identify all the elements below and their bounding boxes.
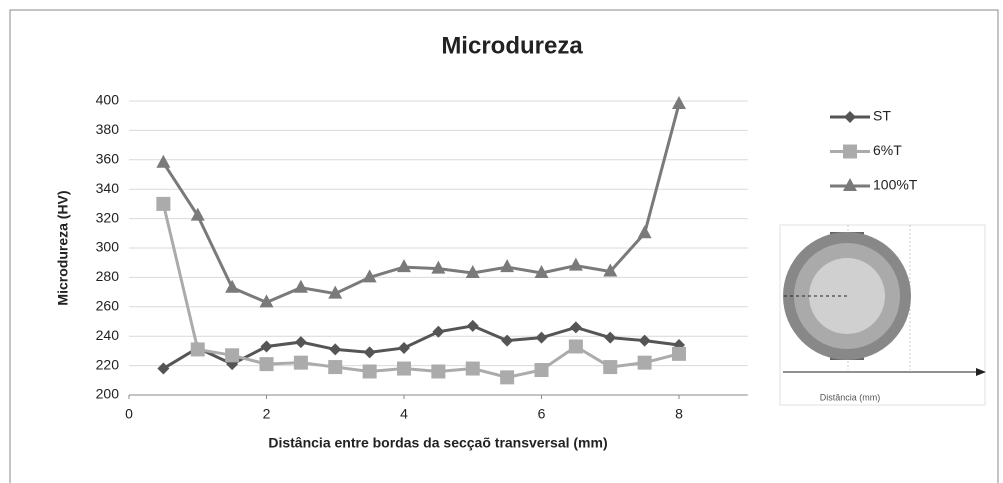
legend-label: 6%T [873,142,902,158]
marker [329,343,342,356]
series-line [162,324,680,370]
marker [500,370,515,385]
marker [363,346,376,359]
y-tick-label: 240 [96,327,120,343]
marker [328,360,343,375]
inset-label: Distância (mm) [820,392,881,402]
marker [501,334,514,347]
marker [672,95,686,109]
marker [466,319,479,332]
chart-title: Microdureza [441,32,583,59]
series-line [162,103,681,305]
marker [190,342,205,357]
marker [637,355,652,370]
y-tick-label: 220 [96,356,120,372]
y-tick-label: 280 [96,268,120,284]
x-tick-label: 6 [538,406,546,422]
marker [259,357,274,372]
y-tick-label: 320 [96,209,120,225]
legend-marker [843,178,857,191]
y-tick-label: 360 [96,151,120,167]
marker [397,259,411,273]
marker [293,279,308,293]
marker [398,341,410,354]
marker [225,279,240,293]
legend-label: 100%T [873,177,918,193]
y-tick-label: 380 [96,121,120,137]
marker [637,225,652,239]
marker [294,336,307,349]
marker [431,364,446,379]
marker [432,325,445,338]
marker [260,340,273,353]
marker [190,207,205,221]
marker [225,348,240,363]
marker [638,334,651,347]
legend-marker [843,144,857,159]
marker [397,361,411,376]
marker [465,361,480,376]
marker [534,264,549,278]
marker [603,360,618,375]
y-tick-label: 400 [96,92,120,108]
marker [156,154,171,168]
marker [500,259,515,273]
marker [157,362,170,375]
marker [293,355,308,370]
y-tick-label: 260 [96,298,120,314]
y-axis-label: Microdureza (HV) [55,190,71,305]
marker [362,269,377,283]
marker [569,321,582,334]
marker [431,260,446,274]
marker [568,339,583,354]
x-tick-label: 4 [400,406,408,422]
legend-label: ST [873,108,891,124]
inset-diagram: Distância (mm) [779,224,986,406]
x-tick-label: 8 [675,406,683,422]
marker [604,331,617,344]
marker [603,263,618,277]
marker [535,331,548,344]
marker [362,364,377,379]
marker [156,196,171,211]
marker [568,257,583,271]
marker [672,346,686,361]
x-axis-label: Distância entre bordas da secçaõ transve… [268,435,607,451]
marker [534,363,549,378]
x-tick-label: 2 [263,406,271,422]
y-tick-label: 300 [96,239,120,255]
marker [465,264,480,278]
legend-marker [844,111,856,123]
marker [328,285,343,299]
x-tick-label: 0 [125,406,133,422]
marker [259,294,274,308]
y-tick-label: 340 [96,180,120,196]
y-tick-label: 200 [96,386,120,402]
series-line [161,203,680,379]
